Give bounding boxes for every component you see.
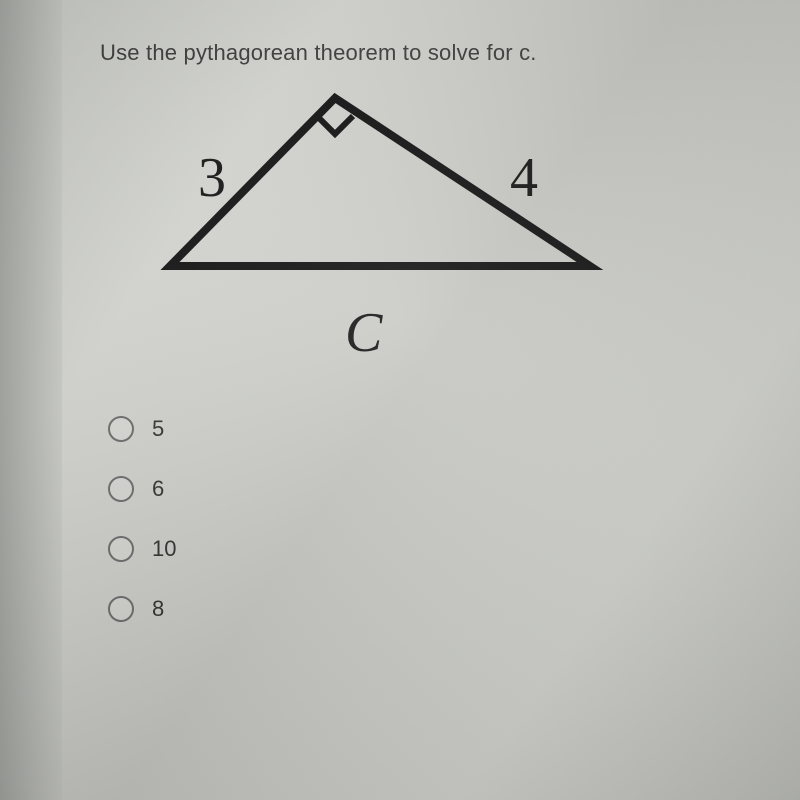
triangle-svg xyxy=(110,86,630,286)
choice-label: 8 xyxy=(152,596,164,622)
radio-icon[interactable] xyxy=(108,536,134,562)
choice-option[interactable]: 10 xyxy=(108,536,760,562)
radio-icon[interactable] xyxy=(108,476,134,502)
hypotenuse-label-c: C xyxy=(345,301,382,365)
right-angle-marker xyxy=(317,116,353,134)
answer-choices: 5 6 10 8 xyxy=(108,416,760,622)
choice-label: 6 xyxy=(152,476,164,502)
question-text: Use the pythagorean theorem to solve for… xyxy=(100,40,760,66)
radio-icon[interactable] xyxy=(108,416,134,442)
side-label-b: 4 xyxy=(510,146,538,210)
choice-label: 10 xyxy=(152,536,176,562)
choice-option[interactable]: 8 xyxy=(108,596,760,622)
side-label-a: 3 xyxy=(198,146,226,210)
choice-label: 5 xyxy=(152,416,164,442)
choice-option[interactable]: 6 xyxy=(108,476,760,502)
radio-icon[interactable] xyxy=(108,596,134,622)
triangle-figure: 3 4 C xyxy=(110,86,630,386)
left-margin-strip xyxy=(0,0,62,800)
question-block: Use the pythagorean theorem to solve for… xyxy=(100,40,760,656)
choice-option[interactable]: 5 xyxy=(108,416,760,442)
